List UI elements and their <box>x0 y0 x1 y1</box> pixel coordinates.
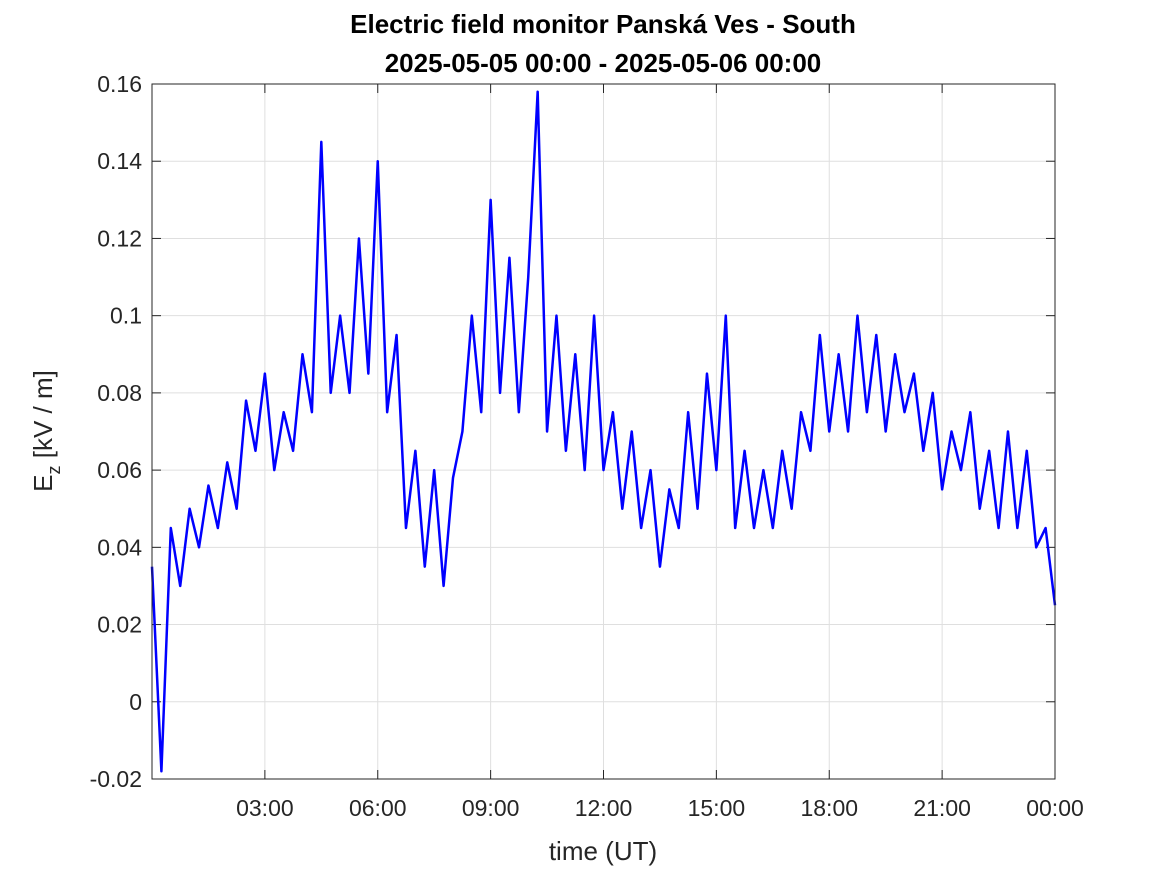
y-tick-label: 0.14 <box>97 148 142 174</box>
x-tick-label: 09:00 <box>462 795 520 821</box>
x-tick-label: 18:00 <box>800 795 858 821</box>
axes-box <box>151 83 1056 780</box>
y-label-unit: [kV / m] <box>28 370 58 465</box>
chart-title: Electric field monitor Panská Ves - Sout… <box>350 9 856 39</box>
y-tick-label: 0 <box>129 689 142 715</box>
y-tick-label: -0.02 <box>90 766 142 792</box>
y-label-text: E <box>28 475 58 492</box>
y-tick-label: 0.12 <box>97 225 142 251</box>
y-tick-label: 0.02 <box>97 612 142 638</box>
x-tick-label: 12:00 <box>575 795 633 821</box>
y-tick-label: 0.1 <box>110 303 142 329</box>
x-tick-label: 21:00 <box>913 795 971 821</box>
y-tick-label: 0.06 <box>97 457 142 483</box>
chart-subtitle: 2025-05-05 00:00 - 2025-05-06 00:00 <box>385 48 822 78</box>
data-line <box>150 90 1057 773</box>
y-tick-label: 0.08 <box>97 380 142 406</box>
y-tick-label: 0.04 <box>97 534 142 560</box>
y-tick-label: 0.16 <box>97 71 142 97</box>
x-tick-label: 06:00 <box>349 795 407 821</box>
plot-area: -0.02 0 0.02 0.04 0.06 0.08 0.1 0.12 0.14 0.16 03:… <box>90 71 1084 821</box>
y-label-subscript: z <box>44 466 64 475</box>
x-tick-label: 15:00 <box>688 795 746 821</box>
x-axis-label: time (UT) <box>549 836 657 866</box>
x-tick-label: 00:00 <box>1026 795 1084 821</box>
x-tick-label: 03:00 <box>236 795 294 821</box>
y-axis-label: Ez [kV / m] <box>28 370 64 492</box>
